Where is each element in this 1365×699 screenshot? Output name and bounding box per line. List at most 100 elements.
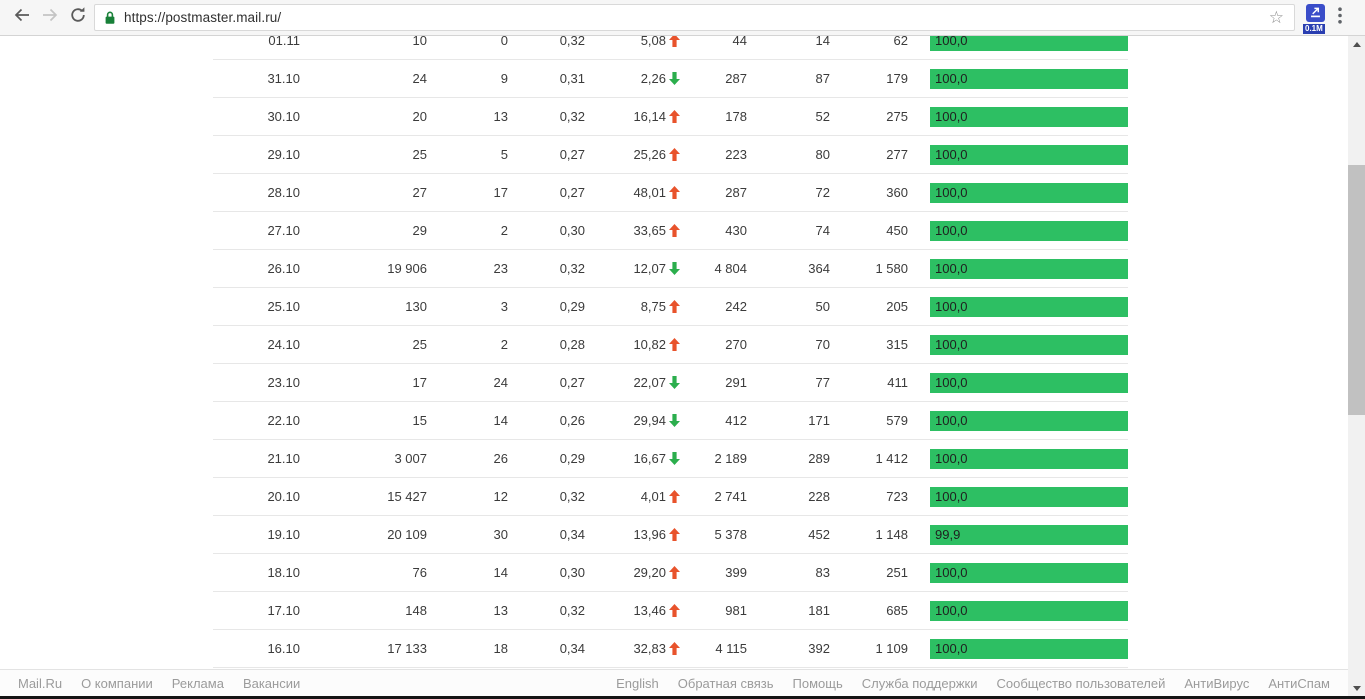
footer-link[interactable]: Помощь [792, 675, 843, 691]
cell-value: 579 [886, 413, 908, 428]
cell-value: 20 109 [387, 527, 427, 542]
forward-button[interactable] [38, 5, 62, 31]
footer-link[interactable]: Реклама [171, 675, 224, 691]
cell-value: 0,27 [559, 185, 585, 200]
back-button[interactable] [10, 5, 34, 31]
delivery-bar: 100,0 [930, 36, 1128, 51]
scrollbar-down-button[interactable] [1348, 680, 1365, 696]
cell-trend: 16,67 [585, 451, 680, 466]
cell-value: 685 [886, 603, 908, 618]
delivery-bar-cell: 99,9 [930, 524, 1128, 545]
cell-date: 27.10 [267, 223, 300, 238]
cell-value: 277 [886, 147, 908, 162]
reload-icon [69, 6, 87, 29]
footer-link[interactable]: АнтиВирус [1184, 675, 1250, 691]
footer-link[interactable]: Сообщество пользователей [996, 675, 1166, 691]
trend-value: 48,01 [633, 185, 666, 200]
delivery-bar: 100,0 [930, 448, 1128, 469]
delivery-bar-cell: 100,0 [930, 36, 1128, 51]
cell-value: 251 [886, 565, 908, 580]
cell-date: 28.10 [267, 185, 300, 200]
cell-value: 0,26 [559, 413, 585, 428]
cell-value: 2 [500, 223, 508, 238]
arrow-up-icon [669, 110, 680, 123]
footer-link[interactable]: АнтиСпам [1268, 675, 1330, 691]
cell-trend: 25,26 [585, 147, 680, 162]
bookmark-star-icon[interactable]: ☆ [1268, 8, 1284, 27]
cell-date: 31.10 [267, 71, 300, 86]
cell-value: 364 [808, 261, 830, 276]
chrome-menu-button[interactable] [1338, 6, 1342, 29]
cell-value: 0,32 [559, 261, 585, 276]
cell-date: 22.10 [267, 413, 300, 428]
scrollbar-thumb[interactable] [1348, 165, 1365, 415]
cell-value: 1 580 [875, 261, 908, 276]
trend-value: 16,67 [633, 451, 666, 466]
browser-toolbar: https://postmaster.mail.ru/ ☆ 0.1M [0, 0, 1365, 36]
footer-link[interactable]: Mail.Ru [18, 675, 63, 691]
footer: Mail.Ru О компании Реклама Вакансии English… [0, 669, 1365, 696]
cell-value: 1 412 [875, 451, 908, 466]
cell-value: 0,32 [559, 489, 585, 504]
arrow-down-icon [669, 262, 680, 275]
cell-date: 23.10 [267, 375, 300, 390]
footer-link[interactable]: О компании [81, 675, 153, 691]
cell-value: 18 [493, 641, 508, 656]
footer-link[interactable]: Служба поддержки [861, 675, 978, 691]
trend-value: 25,26 [633, 147, 666, 162]
cell-value: 360 [886, 185, 908, 200]
extension-button[interactable]: 0.1M [1303, 2, 1327, 34]
footer-link[interactable]: English [616, 675, 659, 691]
stats-table: 01.11 10 0 0,32 5,08 44 14 62 100,0 31.10 24 9 0,31 2… [213, 36, 1128, 668]
cell-value: 14 [493, 565, 508, 580]
cell-value: 50 [815, 299, 830, 314]
footer-link[interactable]: Обратная связь [677, 675, 774, 691]
delivery-bar: 100,0 [930, 296, 1128, 317]
arrow-up-icon [669, 36, 680, 47]
scrollbar[interactable] [1348, 36, 1365, 696]
cell-value: 450 [886, 223, 908, 238]
footer-link[interactable]: Вакансии [242, 675, 301, 691]
cell-value: 223 [725, 147, 747, 162]
cell-value: 9 [500, 71, 508, 86]
cell-value: 76 [412, 565, 427, 580]
address-bar[interactable]: https://postmaster.mail.ru/ ☆ [94, 4, 1295, 31]
delivery-bar: 100,0 [930, 410, 1128, 431]
cell-value: 14 [493, 413, 508, 428]
cell-value: 25 [412, 147, 427, 162]
delivery-bar: 100,0 [930, 182, 1128, 203]
cell-value: 4 804 [714, 261, 747, 276]
cell-date: 25.10 [267, 299, 300, 314]
table-row: 23.10 17 24 0,27 22,07 291 77 411 100,0 [213, 364, 1128, 402]
table-row: 20.10 15 427 12 0,32 4,01 2 741 228 723 100,0 [213, 478, 1128, 516]
cell-trend: 13,96 [585, 527, 680, 542]
scrollbar-up-button[interactable] [1348, 36, 1365, 52]
cell-value: 52 [815, 109, 830, 124]
cell-value: 80 [815, 147, 830, 162]
cell-value: 270 [725, 337, 747, 352]
trend-value: 29,20 [633, 565, 666, 580]
arrow-down-icon [669, 72, 680, 85]
table-row: 22.10 15 14 0,26 29,94 412 171 579 100,0 [213, 402, 1128, 440]
scroll-down-icon [1352, 685, 1361, 691]
cell-value: 287 [725, 185, 747, 200]
cell-value: 412 [725, 413, 747, 428]
trend-value: 32,83 [633, 641, 666, 656]
cell-trend: 4,01 [585, 489, 680, 504]
reload-button[interactable] [66, 5, 90, 31]
cell-trend: 10,82 [585, 337, 680, 352]
cell-value: 83 [815, 565, 830, 580]
cell-value: 411 [887, 375, 908, 390]
cell-value: 289 [808, 451, 830, 466]
cell-date: 16.10 [267, 641, 300, 656]
table-row: 01.11 10 0 0,32 5,08 44 14 62 100,0 [213, 36, 1128, 60]
cell-value: 12 [493, 489, 508, 504]
cell-value: 0,29 [559, 299, 585, 314]
extension-badge: 0.1M [1303, 23, 1325, 34]
table-row: 18.10 76 14 0,30 29,20 399 83 251 100,0 [213, 554, 1128, 592]
delivery-bar: 99,9 [930, 524, 1128, 545]
cell-value: 77 [815, 375, 830, 390]
table-row: 28.10 27 17 0,27 48,01 287 72 360 100,0 [213, 174, 1128, 212]
cell-trend: 5,08 [585, 36, 680, 48]
delivery-bar: 100,0 [930, 638, 1128, 659]
